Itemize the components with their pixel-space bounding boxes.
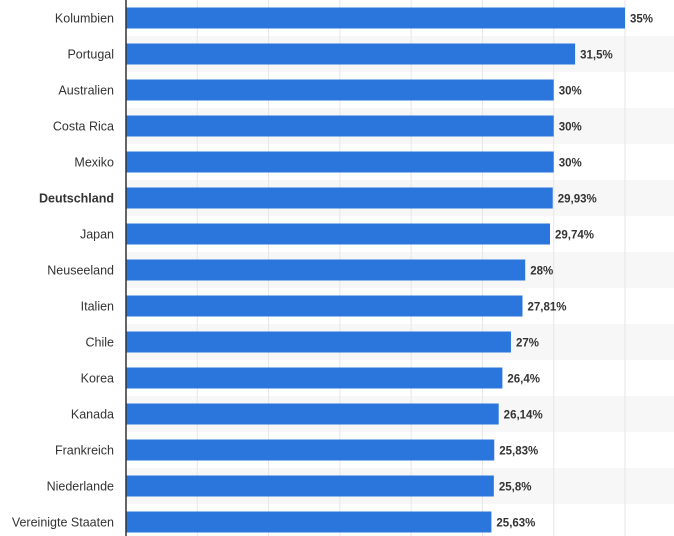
category-label: Kanada xyxy=(71,408,114,422)
bar xyxy=(126,7,625,29)
bar xyxy=(126,439,495,461)
value-label: 30% xyxy=(559,158,582,170)
category-label: Portugal xyxy=(67,48,114,62)
bar xyxy=(126,151,554,173)
value-label: 29,93% xyxy=(558,194,597,206)
bar xyxy=(126,223,551,245)
category-label: Neuseeland xyxy=(47,264,114,278)
bar xyxy=(126,43,576,65)
category-label: Kolumbien xyxy=(55,12,114,26)
value-label: 30% xyxy=(559,86,582,98)
category-label: Chile xyxy=(86,336,115,350)
value-label: 25,83% xyxy=(499,446,538,458)
value-label: 25,63% xyxy=(496,518,535,530)
value-label: 26,14% xyxy=(504,410,543,422)
category-label: Australien xyxy=(58,84,114,98)
value-label: 27% xyxy=(516,338,539,350)
bar xyxy=(126,115,554,137)
category-label: Deutschland xyxy=(39,192,114,206)
value-label: 25,8% xyxy=(499,482,532,494)
bar xyxy=(126,331,511,353)
value-label: 26,4% xyxy=(507,374,540,386)
value-label: 30% xyxy=(559,122,582,134)
bar xyxy=(126,295,523,317)
bar xyxy=(126,187,553,209)
category-label: Japan xyxy=(80,228,114,242)
bar xyxy=(126,475,494,497)
value-label: 27,81% xyxy=(527,302,566,314)
category-label: Costa Rica xyxy=(53,120,114,134)
value-label: 35% xyxy=(630,14,653,26)
category-label: Frankreich xyxy=(55,444,114,458)
category-label: Korea xyxy=(81,372,114,386)
value-label: 28% xyxy=(530,266,553,278)
bar xyxy=(126,403,499,425)
category-label: Italien xyxy=(81,300,114,314)
bar xyxy=(126,367,503,389)
category-label: Niederlande xyxy=(47,480,114,494)
value-label: 31,5% xyxy=(580,50,613,62)
bar xyxy=(126,259,526,281)
bar xyxy=(126,79,554,101)
category-label: Vereinigte Staaten xyxy=(12,516,114,530)
bar xyxy=(126,511,492,533)
category-label: Mexiko xyxy=(74,156,114,170)
value-label: 29,74% xyxy=(555,230,594,242)
